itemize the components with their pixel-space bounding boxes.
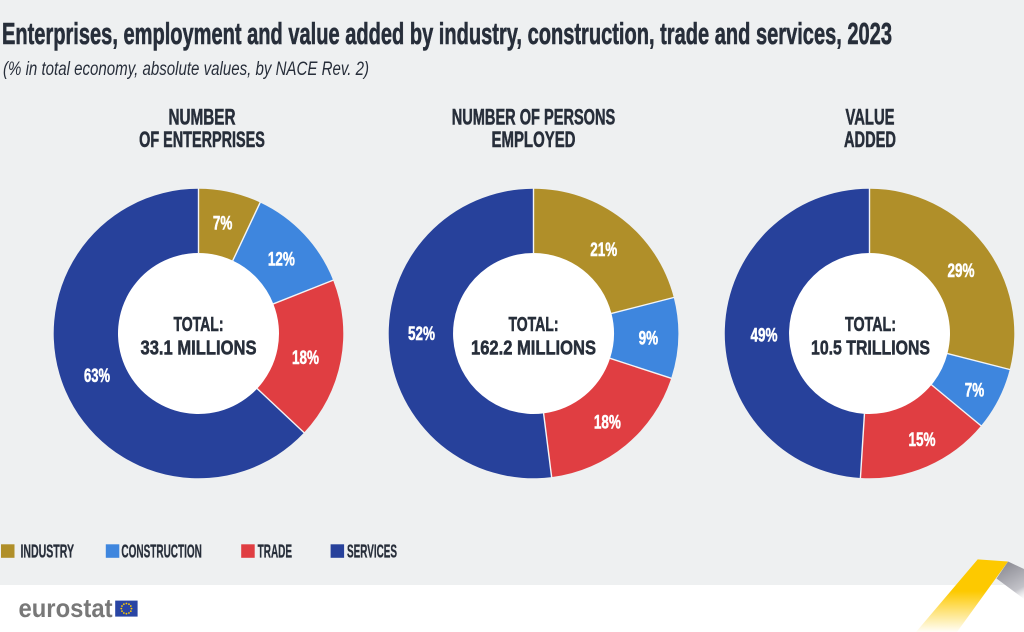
svg-text:(% in total economy, absolute: (% in total economy, absolute values, by… [3, 59, 369, 80]
svg-text:TRADE: TRADE [258, 542, 293, 562]
svg-text:ADDED: ADDED [844, 127, 896, 152]
svg-text:INDUSTRY: INDUSTRY [21, 542, 75, 562]
svg-text:10.5 TRILLIONS: 10.5 TRILLIONS [811, 337, 930, 360]
svg-text:TOTAL:: TOTAL: [509, 313, 559, 336]
svg-text:TOTAL:: TOTAL: [174, 313, 224, 336]
svg-text:12%: 12% [268, 249, 295, 270]
svg-text:7%: 7% [965, 381, 985, 402]
svg-text:Enterprises, employment and va: Enterprises, employment and value added … [2, 17, 892, 51]
svg-text:52%: 52% [408, 324, 435, 345]
svg-text:OF ENTERPRISES: OF ENTERPRISES [139, 127, 265, 152]
svg-text:49%: 49% [751, 326, 778, 347]
svg-text:21%: 21% [590, 240, 617, 261]
svg-text:33.1 MILLIONS: 33.1 MILLIONS [141, 337, 257, 360]
svg-text:29%: 29% [948, 261, 975, 282]
svg-text:15%: 15% [909, 430, 936, 451]
svg-text:162.2 MILLIONS: 162.2 MILLIONS [471, 337, 596, 360]
svg-text:SERVICES: SERVICES [347, 542, 397, 562]
svg-text:18%: 18% [292, 348, 319, 369]
svg-text:eurostat: eurostat [19, 593, 113, 623]
svg-text:TOTAL:: TOTAL: [845, 313, 896, 336]
svg-text:EMPLOYED: EMPLOYED [492, 127, 576, 152]
svg-text:NUMBER: NUMBER [169, 104, 236, 129]
svg-text:CONSTRUCTION: CONSTRUCTION [121, 542, 202, 562]
svg-text:7%: 7% [213, 214, 233, 235]
svg-text:VALUE: VALUE [846, 104, 895, 129]
svg-text:9%: 9% [639, 329, 659, 350]
svg-text:NUMBER OF PERSONS: NUMBER OF PERSONS [452, 104, 616, 129]
svg-text:63%: 63% [84, 366, 110, 387]
svg-text:18%: 18% [594, 413, 621, 434]
